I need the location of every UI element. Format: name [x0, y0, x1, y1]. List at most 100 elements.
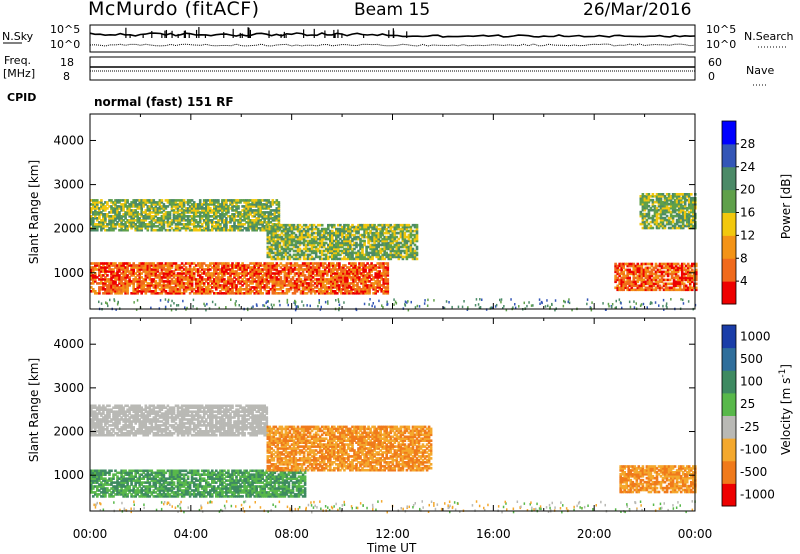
echo-cell	[368, 284, 371, 287]
echo-cell	[354, 276, 357, 279]
echo-cell	[227, 290, 230, 293]
echo-cell	[200, 207, 204, 210]
echo-cell	[320, 235, 324, 239]
echo-cell	[314, 235, 318, 239]
echo-cell	[120, 288, 123, 291]
echo-cell	[209, 201, 212, 204]
echo-cell	[411, 255, 415, 259]
echo-cell	[100, 270, 103, 273]
echo-cell	[140, 276, 143, 279]
echo-cell	[144, 270, 148, 273]
echo-cell	[255, 225, 258, 228]
echo-cell	[301, 274, 305, 277]
echo-cell	[213, 207, 216, 210]
echo-cell	[683, 212, 687, 216]
echo-cell	[305, 286, 309, 289]
echo-cell	[221, 226, 224, 230]
echo-cell	[229, 278, 232, 281]
echo-cell	[306, 229, 310, 233]
echo-cell	[198, 225, 202, 228]
echo-cell	[632, 268, 636, 272]
echo-cell	[229, 288, 232, 291]
echo-cell	[188, 226, 192, 230]
echo-cell	[207, 276, 210, 279]
echo-cell	[207, 264, 210, 267]
echo-cell	[160, 268, 164, 271]
echo-cell	[672, 266, 676, 270]
echo-cell	[292, 235, 296, 239]
echo-cell	[120, 219, 123, 222]
echo-cell	[209, 221, 212, 224]
echo-cell	[168, 286, 172, 289]
echo-cell	[247, 199, 250, 202]
echo-cell	[221, 274, 224, 277]
echo-cell	[128, 207, 131, 210]
echo-cell	[384, 282, 387, 285]
echo-cell	[269, 201, 273, 204]
echo-cell	[343, 231, 346, 235]
echo-cell	[636, 274, 640, 278]
echo-cell	[377, 239, 380, 243]
echo-cell	[684, 264, 688, 268]
echo-cell	[225, 284, 228, 287]
echo-cell	[686, 262, 690, 266]
echo-cell	[674, 282, 678, 286]
echo-cell	[385, 229, 388, 233]
echo-cell	[231, 270, 234, 273]
echo-cell	[219, 276, 222, 279]
echo-cell	[184, 274, 188, 277]
echo-cell	[94, 268, 97, 271]
echo-cell	[92, 211, 95, 214]
echo-cell	[200, 266, 204, 269]
echo-cell	[381, 253, 384, 257]
echo-cell	[146, 226, 150, 230]
echo-cell	[251, 209, 254, 212]
echo-cell	[655, 206, 659, 210]
echo-cell	[641, 198, 645, 202]
echo-cell	[659, 195, 663, 198]
echo-cell	[377, 257, 380, 261]
echo-cell	[227, 215, 230, 218]
echo-cell	[340, 270, 343, 273]
echo-cell	[306, 233, 310, 237]
echo-cell	[296, 249, 300, 253]
echo-cell	[334, 290, 337, 293]
echo-cell	[370, 268, 373, 271]
echo-cell	[142, 286, 145, 289]
echo-cell	[656, 268, 660, 272]
echo-cell	[150, 290, 154, 293]
echo-cell	[156, 266, 160, 269]
echo-cell	[307, 272, 311, 275]
echo-cell	[361, 225, 364, 229]
echo-cell	[614, 286, 617, 290]
echo-cell	[217, 225, 220, 228]
echo-cell	[288, 257, 292, 261]
echo-cell	[198, 211, 202, 214]
echo-cell	[136, 286, 139, 289]
echo-cell	[664, 262, 668, 266]
echo-cell	[225, 288, 228, 291]
echo-cell	[132, 288, 135, 291]
echo-cell	[192, 274, 196, 277]
noise-tick-right-bottom: 10^0	[706, 38, 736, 51]
echo-cell	[235, 211, 238, 214]
echo-cell	[319, 262, 323, 265]
echo-cell	[327, 227, 330, 231]
echo-cell	[341, 251, 344, 255]
echo-cell	[112, 280, 115, 283]
echo-cell	[148, 209, 152, 212]
echo-cell	[311, 270, 315, 273]
echo-cell	[634, 280, 638, 284]
echo-cell	[667, 198, 671, 202]
echo-cell	[178, 284, 182, 287]
echo-cell	[247, 284, 250, 287]
echo-cell	[620, 262, 623, 266]
echo-cell	[293, 284, 297, 287]
echo-cell	[645, 220, 649, 224]
echo-cell	[331, 223, 334, 227]
echo-cell	[393, 235, 397, 239]
echo-cell	[268, 249, 272, 253]
echo-cell	[670, 274, 674, 278]
echo-cell	[178, 274, 182, 277]
echo-cell	[376, 282, 379, 285]
